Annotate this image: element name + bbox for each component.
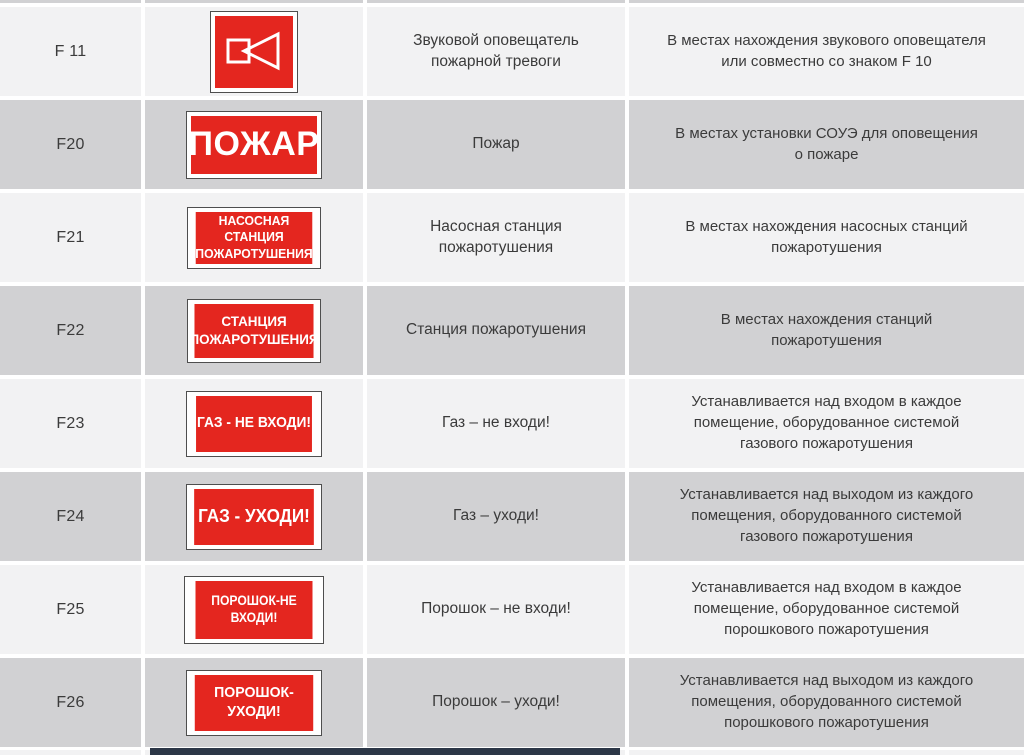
sign-label: СТАНЦИЯ ПОЖАРОТУШЕНИЯ <box>189 303 319 358</box>
sign-plate: ГАЗ - НЕ ВХОДИ! <box>186 390 322 457</box>
sign-location: Устанавливается над выходом из каждого п… <box>629 658 1024 747</box>
fire-alarm-sounder-icon <box>215 15 293 88</box>
sign-label: ПОРОШОК-УХОДИ! <box>194 674 314 731</box>
top-row-sliver <box>145 0 363 3</box>
sign-code: F25 <box>0 565 141 654</box>
sign-code: F26 <box>0 658 141 747</box>
sign-code: F22 <box>0 286 141 375</box>
sign-name: Станция пожаротушения <box>367 286 625 375</box>
sign-code: F20 <box>0 100 141 189</box>
sign-name: Пожар <box>367 100 625 189</box>
sign-location: В местах нахождения насосных станций пож… <box>629 193 1024 282</box>
sign-image-cell: ПОРОШОК-НЕ ВХОДИ! <box>145 565 363 654</box>
sign-code: F23 <box>0 379 141 468</box>
top-row-sliver <box>367 0 625 3</box>
sign-name: Звуковой оповещатель пожарной тревоги <box>367 7 625 96</box>
sign-name: Порошок – не входи! <box>367 565 625 654</box>
bottom-row-sliver <box>629 750 1024 755</box>
sign-plate: НАСОСНАЯ СТАНЦИЯ ПОЖАРОТУШЕНИЯ <box>187 206 321 269</box>
sign-label: ГАЗ - НЕ ВХОДИ! <box>196 395 312 452</box>
top-row-sliver <box>0 0 141 3</box>
sign-plate: ПОРОШОК-НЕ ВХОДИ! <box>184 575 324 644</box>
sign-image-cell: СТАНЦИЯ ПОЖАРОТУШЕНИЯ <box>145 286 363 375</box>
sign-name: Газ – не входи! <box>367 379 625 468</box>
sign-image-cell <box>145 7 363 96</box>
sign-plate: ПОРОШОК-УХОДИ! <box>186 669 322 736</box>
sign-image-cell: НАСОСНАЯ СТАНЦИЯ ПОЖАРОТУШЕНИЯ <box>145 193 363 282</box>
sign-location: В местах установки СОУЭ для оповещения о… <box>629 100 1024 189</box>
sign-plate: ГАЗ - УХОДИ! <box>186 483 322 550</box>
sign-name: Порошок – уходи! <box>367 658 625 747</box>
sign-image-cell: ПОЖАР <box>145 100 363 189</box>
sign-plate <box>210 10 298 93</box>
sign-name: Газ – уходи! <box>367 472 625 561</box>
sign-image-cell: ГАЗ - НЕ ВХОДИ! <box>145 379 363 468</box>
sign-label: НАСОСНАЯ СТАНЦИЯ ПОЖАРОТУШЕНИЯ <box>195 211 313 264</box>
sign-label: ПОЖАР <box>189 115 319 174</box>
sign-plate: СТАНЦИЯ ПОЖАРОТУШЕНИЯ <box>187 298 321 363</box>
sign-location: В местах нахождения станций пожаротушени… <box>629 286 1024 375</box>
sign-name: Насосная станция пожаротушения <box>367 193 625 282</box>
sign-location: Устанавливается над выходом из каждого п… <box>629 472 1024 561</box>
sign-location: В местах нахождения звукового оповещател… <box>629 7 1024 96</box>
sign-code: F21 <box>0 193 141 282</box>
bottom-row-sliver <box>0 750 141 755</box>
sign-code: F 11 <box>0 7 141 96</box>
sign-image-cell: ГАЗ - УХОДИ! <box>145 472 363 561</box>
sign-location: Устанавливается над входом в каждое поме… <box>629 565 1024 654</box>
sign-label: ПОРОШОК-НЕ ВХОДИ! <box>195 580 313 639</box>
sign-label: ГАЗ - УХОДИ! <box>194 488 314 545</box>
bottom-dark-bar <box>150 748 620 755</box>
sign-code: F24 <box>0 472 141 561</box>
sign-location: Устанавливается над входом в каждое поме… <box>629 379 1024 468</box>
sign-plate: ПОЖАР <box>186 110 322 179</box>
sign-image-cell: ПОРОШОК-УХОДИ! <box>145 658 363 747</box>
top-row-sliver <box>629 0 1024 3</box>
